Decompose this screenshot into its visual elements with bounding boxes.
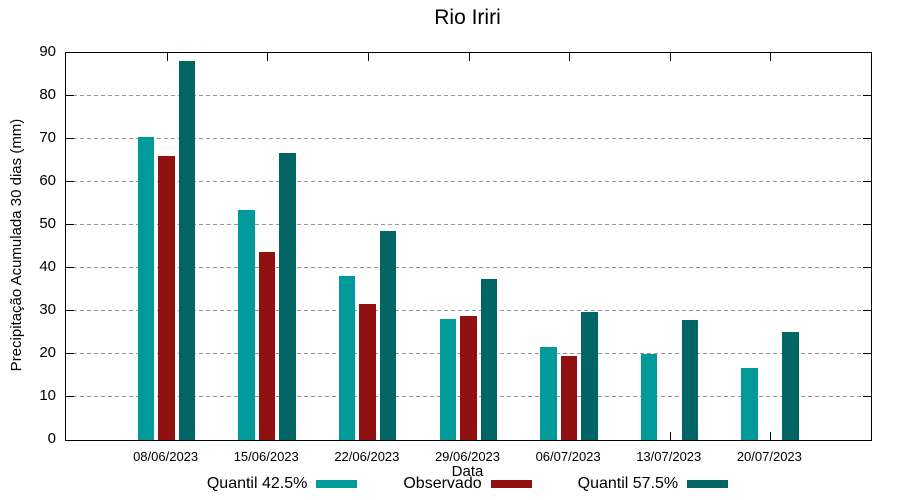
x-tick-mark (669, 53, 671, 61)
gridline (66, 224, 871, 225)
y-tick-mark (66, 396, 74, 397)
y-tick-label: 20 (39, 344, 56, 361)
bar (258, 252, 276, 440)
gridline (66, 138, 871, 139)
legend-swatch (316, 480, 358, 488)
legend-item: Quantil 57.5% (578, 475, 729, 493)
bar (782, 331, 799, 440)
x-tick-mark (770, 53, 772, 61)
legend-swatch (490, 480, 532, 488)
plot-area (65, 52, 872, 441)
x-tick-mark (569, 53, 571, 61)
legend-label: Quantil 57.5% (577, 475, 679, 492)
y-tick-label: 80 (39, 86, 56, 103)
x-tick-label: 20/07/2023 (736, 449, 802, 464)
y-tick-mark (863, 224, 871, 225)
y-tick-mark (863, 396, 871, 397)
y-tick-mark (863, 138, 871, 139)
legend-label: Quantil 42.5% (206, 475, 308, 492)
bar (439, 318, 456, 440)
bar (238, 209, 255, 440)
bar (560, 356, 578, 440)
y-tick-mark (66, 353, 74, 354)
x-tick-label: 13/07/2023 (636, 449, 702, 464)
gridline (66, 181, 871, 182)
bar (379, 230, 397, 440)
y-tick-mark (863, 353, 871, 354)
x-tick-mark (267, 53, 269, 61)
legend-swatch (687, 480, 729, 488)
y-tick-mark (863, 95, 871, 96)
bar (581, 312, 598, 440)
y-tick-label: 70 (39, 129, 56, 146)
legend: Quantil 42.5% Observado Quantil 57.5% (65, 475, 870, 493)
gridline (66, 310, 871, 311)
y-tick-label: 0 (47, 430, 56, 447)
bar (279, 152, 296, 440)
bar (640, 354, 658, 440)
x-axis-title: Data (451, 463, 484, 480)
bar (178, 60, 196, 440)
x-tick-label: 29/06/2023 (434, 449, 501, 464)
x-tick-label: 08/06/2023 (133, 449, 199, 464)
bar (359, 304, 376, 440)
x-tick-mark (770, 432, 772, 440)
y-tick-mark (66, 267, 74, 268)
bar (158, 156, 175, 440)
y-tick-mark (863, 310, 871, 311)
x-tick-label: 06/07/2023 (535, 449, 601, 464)
y-tick-mark (66, 138, 74, 139)
bar (460, 315, 477, 440)
x-tick-label: 15/06/2023 (233, 449, 299, 464)
y-tick-label: 90 (39, 43, 56, 60)
x-tick-mark (669, 432, 671, 440)
bar (540, 346, 557, 440)
legend-label: Observado (403, 475, 482, 492)
y-tick-label: 30 (39, 301, 56, 318)
x-tick-mark (166, 53, 168, 61)
y-tick-label: 40 (39, 258, 56, 275)
y-tick-mark (66, 224, 74, 225)
bar (137, 137, 155, 440)
x-tick-mark (367, 53, 369, 61)
x-tick-mark (468, 53, 470, 61)
y-tick-mark (66, 181, 74, 182)
y-tick-mark (66, 95, 74, 96)
bar (741, 367, 758, 440)
y-tick-label: 50 (39, 215, 56, 232)
y-tick-label: 10 (39, 387, 56, 404)
gridline (66, 95, 871, 96)
legend-item: Observado (403, 475, 532, 493)
chart-title: Rio Iriri (434, 6, 501, 29)
legend-item: Quantil 42.5% (207, 475, 358, 493)
y-tick-label: 60 (39, 172, 56, 189)
bar (681, 320, 699, 440)
bar (338, 276, 356, 440)
bar (480, 278, 497, 440)
x-tick-label: 22/06/2023 (334, 449, 400, 464)
y-tick-mark (863, 267, 871, 268)
y-tick-mark (863, 181, 871, 182)
y-tick-mark (66, 310, 74, 311)
gridline (66, 267, 871, 268)
